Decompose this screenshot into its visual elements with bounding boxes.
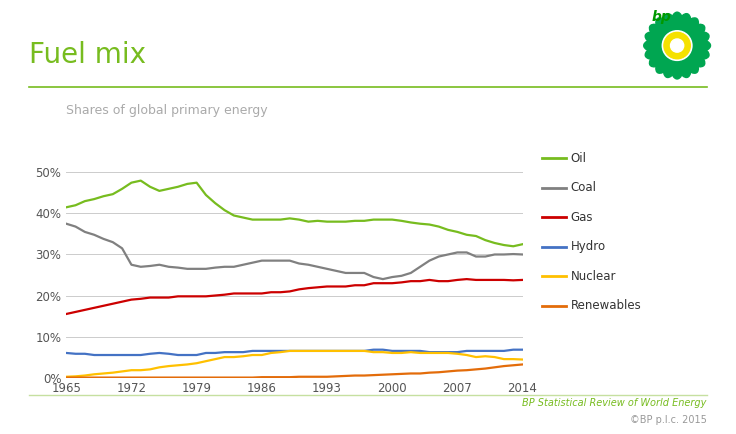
Text: bp: bp <box>651 10 671 24</box>
Ellipse shape <box>677 54 690 78</box>
Circle shape <box>662 31 692 60</box>
Ellipse shape <box>649 24 670 42</box>
Ellipse shape <box>649 49 670 67</box>
Ellipse shape <box>671 55 683 79</box>
Ellipse shape <box>687 39 710 52</box>
Text: Fuel mix: Fuel mix <box>29 41 146 69</box>
Ellipse shape <box>664 13 677 37</box>
Ellipse shape <box>684 24 705 42</box>
Ellipse shape <box>671 12 683 36</box>
Ellipse shape <box>684 49 705 67</box>
Ellipse shape <box>645 32 668 46</box>
Circle shape <box>670 39 684 52</box>
Ellipse shape <box>644 39 668 52</box>
Ellipse shape <box>681 53 698 73</box>
Ellipse shape <box>656 53 673 73</box>
Text: ©BP p.l.c. 2015: ©BP p.l.c. 2015 <box>630 415 707 425</box>
Text: Renewables: Renewables <box>570 299 641 312</box>
Text: BP Statistical Review of World Energy: BP Statistical Review of World Energy <box>522 398 707 408</box>
Ellipse shape <box>681 18 698 39</box>
Text: Nuclear: Nuclear <box>570 270 616 283</box>
Ellipse shape <box>677 13 690 37</box>
Ellipse shape <box>686 32 709 46</box>
Ellipse shape <box>664 54 677 78</box>
Ellipse shape <box>656 18 673 39</box>
Ellipse shape <box>645 45 668 59</box>
Text: Shares of global primary energy: Shares of global primary energy <box>66 104 268 117</box>
Text: Oil: Oil <box>570 152 587 165</box>
Ellipse shape <box>686 45 709 59</box>
Circle shape <box>664 33 690 59</box>
Text: Coal: Coal <box>570 181 596 194</box>
Text: Hydro: Hydro <box>570 240 606 253</box>
Text: Gas: Gas <box>570 211 593 224</box>
